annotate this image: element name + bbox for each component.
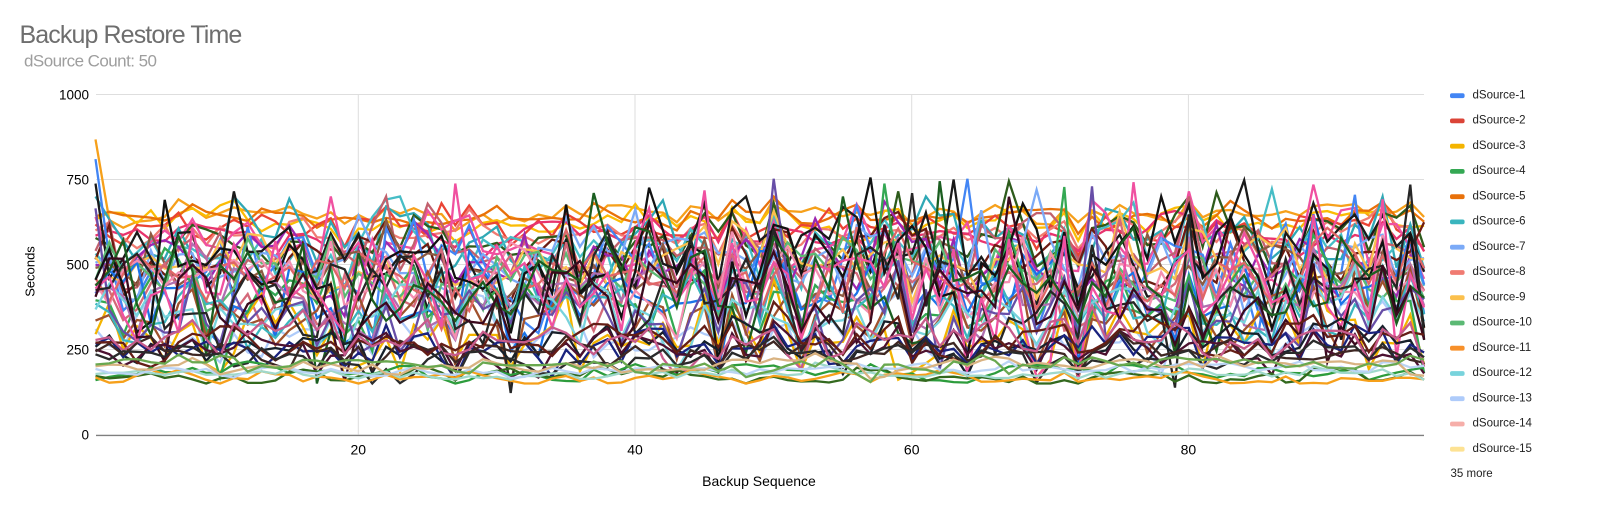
svg-text:0: 0 — [81, 427, 89, 442]
svg-text:dSource Count: 50: dSource Count: 50 — [24, 52, 157, 71]
svg-text:dSource-11: dSource-11 — [1473, 342, 1532, 354]
svg-text:dSource-12: dSource-12 — [1473, 367, 1532, 379]
svg-text:dSource-9: dSource-9 — [1473, 291, 1526, 303]
svg-text:dSource-14: dSource-14 — [1473, 418, 1533, 430]
svg-text:dSource-5: dSource-5 — [1473, 190, 1526, 202]
svg-text:20: 20 — [351, 442, 367, 458]
svg-text:dSource-3: dSource-3 — [1473, 140, 1526, 152]
svg-text:dSource-8: dSource-8 — [1473, 266, 1526, 278]
svg-text:750: 750 — [66, 172, 89, 187]
svg-text:40: 40 — [627, 442, 643, 458]
svg-text:dSource-1: dSource-1 — [1473, 89, 1526, 101]
svg-text:Backup Restore Time: Backup Restore Time — [20, 21, 242, 49]
svg-text:dSource-15: dSource-15 — [1473, 443, 1532, 455]
svg-text:35 more: 35 more — [1451, 468, 1493, 480]
svg-text:60: 60 — [904, 442, 920, 458]
svg-text:dSource-10: dSource-10 — [1473, 317, 1532, 329]
svg-text:dSource-13: dSource-13 — [1473, 392, 1532, 404]
svg-text:80: 80 — [1181, 442, 1197, 458]
svg-text:1000: 1000 — [59, 87, 89, 102]
svg-text:dSource-2: dSource-2 — [1473, 115, 1526, 127]
svg-text:dSource-7: dSource-7 — [1473, 241, 1526, 253]
svg-text:dSource-6: dSource-6 — [1473, 216, 1526, 228]
svg-text:250: 250 — [66, 342, 89, 357]
svg-text:Seconds: Seconds — [23, 246, 38, 297]
svg-text:Backup Sequence: Backup Sequence — [702, 473, 816, 489]
svg-text:dSource-4: dSource-4 — [1473, 165, 1527, 177]
svg-text:500: 500 — [66, 257, 89, 272]
